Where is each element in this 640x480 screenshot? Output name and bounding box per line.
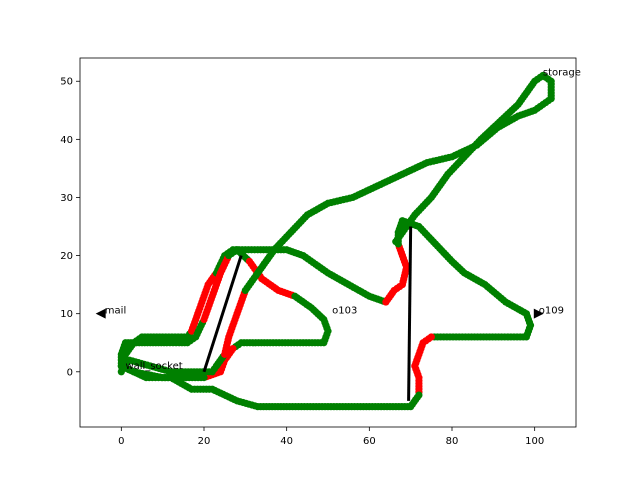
y-tick-label: 50 — [60, 77, 73, 88]
x-tick-label: 100 — [525, 436, 544, 447]
annotation-o109: o109 — [539, 306, 564, 317]
wall-segment — [407, 226, 413, 401]
annotation-wall-socket: wall_socket — [125, 361, 182, 372]
o109-marker — [533, 308, 544, 319]
y-tick-label: 10 — [60, 309, 73, 320]
axes-frame — [79, 57, 577, 428]
annotation-o103: o103 — [332, 306, 357, 317]
x-tick-label: 20 — [198, 436, 211, 447]
y-tick-label: 0 — [67, 367, 73, 378]
y-tick-label: 40 — [60, 135, 73, 146]
mail-marker — [95, 308, 106, 319]
x-tick-label: 80 — [446, 436, 459, 447]
path-point — [392, 238, 400, 246]
y-tick-label: 20 — [60, 251, 73, 262]
y-tick-label: 30 — [60, 193, 73, 204]
plot-area: storage mail o103 o109 wall_socket — [95, 67, 581, 411]
y-axis: 0 10 20 30 40 50 — [60, 77, 80, 378]
x-tick-label: 40 — [280, 436, 293, 447]
x-axis: 0 20 40 60 80 100 — [118, 427, 544, 447]
x-tick-label: 0 — [118, 436, 124, 447]
x-tick-label: 60 — [363, 436, 376, 447]
wall-segment — [202, 255, 243, 373]
annotation-mail: mail — [105, 306, 126, 317]
annotation-storage: storage — [543, 67, 581, 78]
